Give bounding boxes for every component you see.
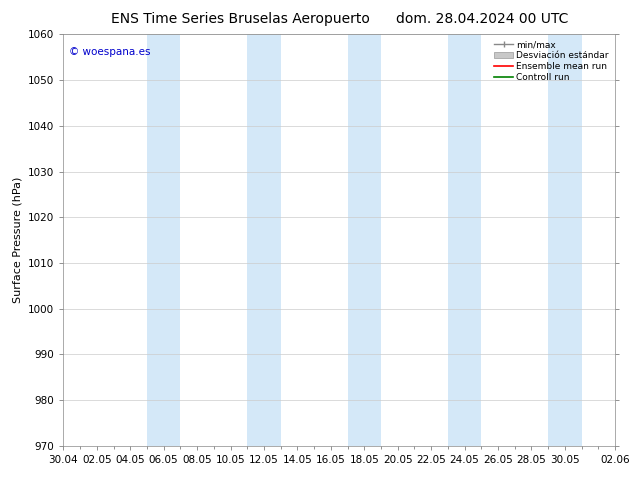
Bar <box>247 34 281 446</box>
Bar <box>147 34 181 446</box>
Bar <box>548 34 581 446</box>
Legend: min/max, Desviación estándar, Ensemble mean run, Controll run: min/max, Desviación estándar, Ensemble m… <box>491 37 612 86</box>
Bar <box>448 34 481 446</box>
Y-axis label: Surface Pressure (hPa): Surface Pressure (hPa) <box>13 177 23 303</box>
Text: © woespana.es: © woespana.es <box>69 47 150 57</box>
Text: ENS Time Series Bruselas Aeropuerto: ENS Time Series Bruselas Aeropuerto <box>112 12 370 26</box>
Bar <box>347 34 381 446</box>
Text: dom. 28.04.2024 00 UTC: dom. 28.04.2024 00 UTC <box>396 12 568 26</box>
